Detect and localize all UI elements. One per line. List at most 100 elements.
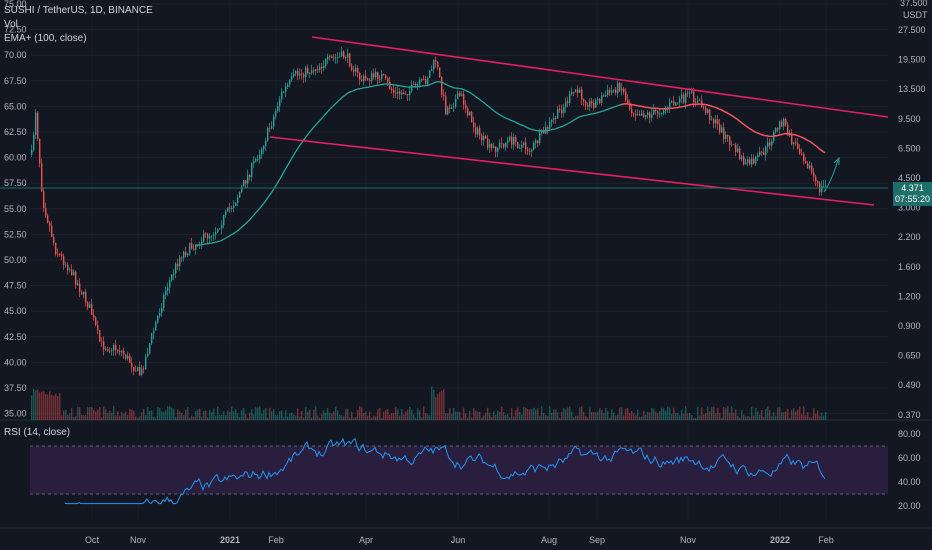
volume-bar: [793, 408, 795, 420]
volume-bar: [463, 407, 465, 420]
candle-body: [319, 66, 321, 70]
volume-bar: [525, 407, 527, 420]
candle-body: [323, 65, 325, 69]
volume-bar: [91, 407, 93, 420]
candle-body: [117, 350, 119, 351]
candle-body: [763, 152, 765, 155]
channel-lines[interactable]: [269, 36, 889, 206]
volume-bar: [93, 409, 95, 420]
candle-body: [149, 343, 151, 354]
candle-body: [115, 345, 117, 351]
candle-body: [541, 130, 543, 134]
candle-body: [457, 93, 459, 100]
candle-body: [645, 115, 647, 117]
volume-bar: [125, 411, 127, 420]
candle-body: [391, 88, 393, 91]
candle-body: [227, 207, 229, 212]
volume-bar: [57, 396, 59, 420]
candle-body: [695, 102, 697, 104]
candle-body: [87, 302, 89, 308]
volume-bar: [387, 408, 389, 420]
volume-bar: [749, 416, 751, 420]
candle-body: [495, 146, 497, 152]
volume-bar: [115, 415, 117, 420]
candle-body: [487, 138, 489, 148]
candle-body: [497, 147, 499, 152]
candle-body: [743, 156, 745, 165]
time-axis[interactable]: Oct Nov 2021 Feb Apr Jun Aug Sep Nov 2022 Feb: [85, 535, 834, 545]
candle-body: [405, 94, 407, 96]
candle-body: [383, 74, 385, 76]
volume-bar: [419, 410, 421, 420]
candle-body: [169, 280, 171, 288]
right-price-axis[interactable]: 37.500 27.500 19.500 13.500 9.500 6.500 4.500 3…: [898, 0, 928, 420]
right-tick-label: 2.200: [898, 232, 921, 242]
candle-body: [653, 109, 655, 115]
candle-body: [499, 143, 501, 148]
ema-label[interactable]: EMA+ (100, close): [4, 33, 87, 44]
candle-body: [649, 112, 651, 118]
candle-body: [211, 235, 213, 237]
candle-body: [339, 56, 341, 58]
volume-bar: [537, 408, 539, 420]
volume-bar: [99, 406, 101, 420]
channel-lower-line[interactable]: [269, 136, 875, 206]
candle-body: [725, 134, 727, 139]
volume-bar: [299, 416, 301, 420]
volume-bar: [43, 391, 45, 420]
volume-bar: [39, 392, 41, 420]
candle-body: [585, 101, 587, 105]
candle-body: [93, 314, 95, 318]
candle-body: [195, 245, 197, 250]
volume-bar: [731, 406, 733, 420]
candle-body: [805, 160, 807, 164]
candle-body: [351, 66, 353, 70]
rsi-label[interactable]: RSI (14, close): [4, 427, 71, 438]
candle-body: [397, 91, 399, 94]
volume-bar: [733, 413, 735, 420]
volume-bar: [803, 406, 805, 420]
candle-body: [33, 134, 35, 151]
candle-body: [751, 158, 753, 165]
candle-body: [101, 341, 103, 343]
volume-bar: [825, 412, 827, 420]
volume-bar: [745, 416, 747, 420]
candle-body: [429, 70, 431, 79]
candle-body: [381, 74, 383, 80]
volume-bar: [739, 417, 741, 420]
volume-bar: [279, 411, 281, 420]
volume-bar: [541, 406, 543, 420]
volume-bar: [609, 417, 611, 420]
volume-bar: [347, 408, 349, 420]
candle-body: [567, 101, 569, 104]
candle-body: [573, 91, 575, 93]
candle-body: [411, 84, 413, 91]
volume-bar: [55, 393, 57, 420]
volume-bar: [499, 411, 501, 420]
volume-bar: [281, 410, 283, 420]
left-tick-label: 37.50: [4, 383, 27, 393]
candle-body: [39, 138, 41, 164]
symbol-title[interactable]: SUSHI / TetherUS, 1D, BINANCE: [4, 5, 153, 16]
candle-body: [815, 176, 817, 182]
volume-bar: [67, 414, 69, 420]
candle-body: [521, 144, 523, 148]
candle-body: [589, 101, 591, 107]
candle-body: [661, 113, 663, 115]
candle-body: [285, 86, 287, 92]
volume-bar: [597, 411, 599, 420]
candle-body: [791, 133, 793, 145]
volume-bar: [325, 412, 327, 420]
volume-bar: [135, 416, 137, 420]
candle-body: [315, 69, 317, 71]
volume-bar: [493, 411, 495, 420]
candle-body: [467, 108, 469, 116]
channel-upper-line[interactable]: [311, 36, 889, 118]
candle-body: [551, 119, 553, 122]
volume-bar: [217, 406, 219, 420]
candle-body: [131, 362, 133, 367]
time-tick-label: Feb: [268, 535, 284, 545]
volume-bar: [483, 415, 485, 420]
volume-label[interactable]: Vol: [4, 19, 18, 30]
